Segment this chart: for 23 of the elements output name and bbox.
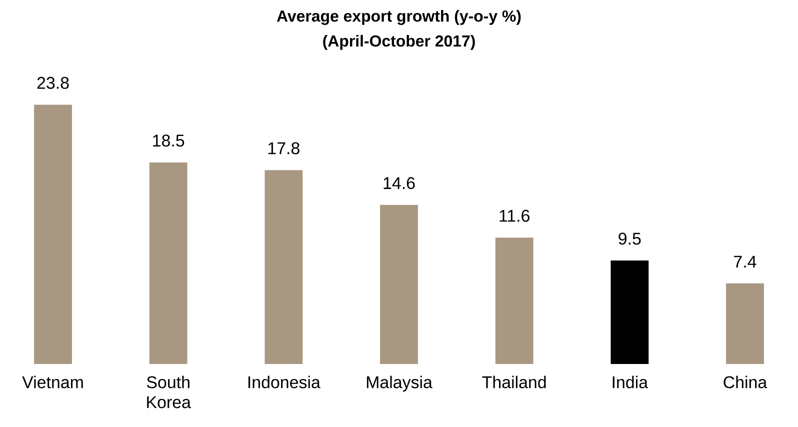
data-label: 7.4 [734, 256, 756, 268]
x-tick-label: South Korea [146, 376, 191, 408]
x-tick-label: China [724, 376, 768, 388]
data-label: 23.8 [37, 76, 69, 89]
bar [380, 205, 418, 364]
data-label: 14.6 [384, 177, 415, 190]
bar [726, 283, 764, 364]
data-label: 18.5 [153, 134, 184, 147]
x-tick-label: India [612, 376, 648, 388]
bar [495, 238, 534, 364]
bar [264, 170, 303, 364]
chart-subtitle: (April-October 2017) [323, 35, 475, 50]
data-label: 17.8 [268, 142, 300, 154]
x-tick-label: Thailand [482, 376, 546, 388]
x-tick-label: Vietnam [22, 376, 83, 388]
bar [149, 162, 188, 364]
bar [34, 104, 72, 364]
data-label: 11.6 [500, 210, 530, 222]
data-label: 9.5 [618, 232, 641, 245]
x-tick-label: Indonesia [248, 376, 320, 388]
bar [610, 260, 649, 364]
x-tick-label: Malaysia [366, 376, 432, 392]
chart-title: Average export growth (y-o-y %) [276, 10, 521, 26]
